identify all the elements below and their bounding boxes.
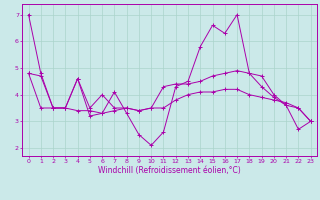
- X-axis label: Windchill (Refroidissement éolien,°C): Windchill (Refroidissement éolien,°C): [98, 166, 241, 175]
